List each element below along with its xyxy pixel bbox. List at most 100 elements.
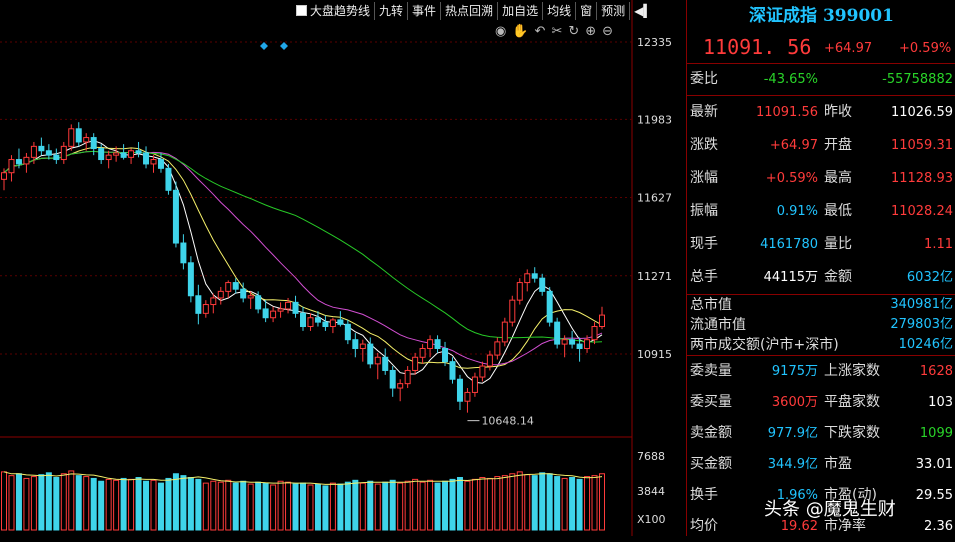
candle-body <box>329 319 336 328</box>
toolbar-label: 大盘趋势线 <box>310 4 371 18</box>
volume-bar <box>494 476 501 531</box>
candle-body <box>449 361 456 380</box>
toolbar-window[interactable]: 窗 <box>575 2 596 20</box>
breadth-label: 市盈(动) <box>824 487 877 503</box>
volume-bar <box>120 477 127 531</box>
breadth-value: 103 <box>928 395 953 410</box>
candle-body <box>531 273 538 279</box>
candle-body <box>225 282 232 292</box>
volume-bar <box>240 480 247 531</box>
market-label: 流通市值 <box>690 317 746 333</box>
zoom-in-icon[interactable]: ⊕ <box>585 24 597 39</box>
candle-body <box>397 383 404 389</box>
breadth-rows: 委卖量 9175万 上涨家数 1628 委买量 3600万 平盘家数 103 卖… <box>687 356 955 542</box>
breadth-row: 委买量 3600万 平盘家数 103 <box>687 387 955 418</box>
volume-bar <box>374 483 381 531</box>
volume-bar <box>300 482 306 531</box>
ma5-line <box>3 140 603 384</box>
volume-bar <box>83 476 90 531</box>
candle-body <box>584 339 591 349</box>
candle-body <box>255 295 262 310</box>
y-tick-label: 11627 <box>637 192 672 205</box>
toolbar-event[interactable]: 事件 <box>407 2 440 20</box>
last-price: 11091. 56 <box>703 35 812 59</box>
candle-body <box>128 150 135 158</box>
breadth-value: 344.9亿 <box>767 457 818 472</box>
quote-label: 最低 <box>824 203 852 219</box>
chart-toolbar: 大盘趋势线 九转 事件 热点回溯 加自选 均线 窗 预测 ◀▍ <box>292 2 657 20</box>
market-label: 两市成交额(沪市+深市) <box>690 337 839 353</box>
play-icon[interactable]: ◀▍ <box>629 2 656 20</box>
volume-bar <box>262 482 269 531</box>
refresh-icon[interactable]: ↻ <box>568 24 580 39</box>
quote-label: 开盘 <box>824 137 852 153</box>
breadth-value: 33.01 <box>915 457 953 472</box>
market-label: 总市值 <box>690 297 732 313</box>
y-tick-label: 11983 <box>637 113 672 126</box>
market-row: 总市值 340981亿 <box>687 295 955 315</box>
candle-body <box>98 148 105 161</box>
webi-pct: -43.65% <box>763 72 818 87</box>
candle-body <box>569 339 576 345</box>
volume-bar <box>412 478 419 531</box>
undo-icon[interactable]: ↶ <box>534 24 546 39</box>
candle-body <box>150 159 157 165</box>
zoom-out-icon[interactable]: ⊖ <box>602 24 614 39</box>
volume-bar <box>516 471 523 531</box>
candle-body <box>314 317 321 323</box>
market-value: 10246亿 <box>898 337 953 352</box>
candle-body <box>23 156 30 165</box>
volume-bar <box>23 477 30 531</box>
candle-body <box>113 152 120 156</box>
toolbar-ma[interactable]: 均线 <box>542 2 575 20</box>
market-value: 279803亿 <box>890 317 953 332</box>
candle-body <box>322 321 329 328</box>
checkbox-icon[interactable] <box>296 5 307 16</box>
volume-bar <box>38 474 45 531</box>
toolbar-add-watch[interactable]: 加自选 <box>497 2 542 20</box>
breadth-label: 买金额 <box>690 456 732 472</box>
quote-value: 4161780 <box>760 237 818 252</box>
volume-bar <box>150 479 157 531</box>
candle-body <box>300 312 306 328</box>
candle-body <box>591 326 598 341</box>
toolbar-hotspot[interactable]: 热点回溯 <box>440 2 497 20</box>
volume-bar <box>434 482 441 531</box>
candle-body <box>262 308 269 319</box>
volume-bar <box>113 479 120 531</box>
candle-body <box>53 154 60 161</box>
volume-bar <box>30 476 37 531</box>
eye-icon[interactable]: ◉ <box>495 24 507 39</box>
toolbar-trend[interactable]: 大盘趋势线 <box>292 2 374 20</box>
scissors-icon[interactable]: ✂ <box>551 24 563 39</box>
candle-body <box>442 347 449 363</box>
y-tick-label: 11271 <box>637 270 672 283</box>
volume-bar <box>232 482 239 531</box>
breadth-row: 均价 19.62 市净率 2.36 <box>687 511 955 542</box>
breadth-value: 19.62 <box>780 519 818 534</box>
candle-body <box>270 310 277 319</box>
volume-bar <box>165 477 172 531</box>
hand-icon[interactable]: ✋ <box>512 24 529 39</box>
toolbar-forecast[interactable]: 预测 <box>596 2 629 20</box>
candle-body <box>576 343 583 349</box>
candle-body <box>494 341 501 356</box>
quote-value: 11028.24 <box>890 204 953 219</box>
volume-bar <box>314 483 321 531</box>
volume-bar <box>427 479 434 531</box>
kline-chart[interactable]: 12335 11983 11627 11271 10915 10648.14 7688 384… <box>0 0 685 536</box>
quote-row: 振幅 0.91% 最低 11028.24 <box>687 195 955 228</box>
candle-body <box>210 297 217 306</box>
quote-label: 金额 <box>824 269 852 285</box>
toolbar-jiuzhuan[interactable]: 九转 <box>374 2 407 20</box>
quote-row: 总手 44115万 金额 6032亿 <box>687 261 955 294</box>
breadth-value: 1628 <box>919 364 953 379</box>
candle-body <box>382 356 389 371</box>
breadth-row: 换手 1.96% 市盈(动) 29.55 <box>687 480 955 511</box>
candle-body <box>285 301 292 310</box>
quote-value: 6032亿 <box>906 270 953 285</box>
quote-row: 最新 11091.56 昨收 11026.59 <box>687 96 955 129</box>
volume-bar <box>479 477 486 531</box>
candle-body <box>367 343 374 365</box>
candle-body <box>479 365 486 378</box>
